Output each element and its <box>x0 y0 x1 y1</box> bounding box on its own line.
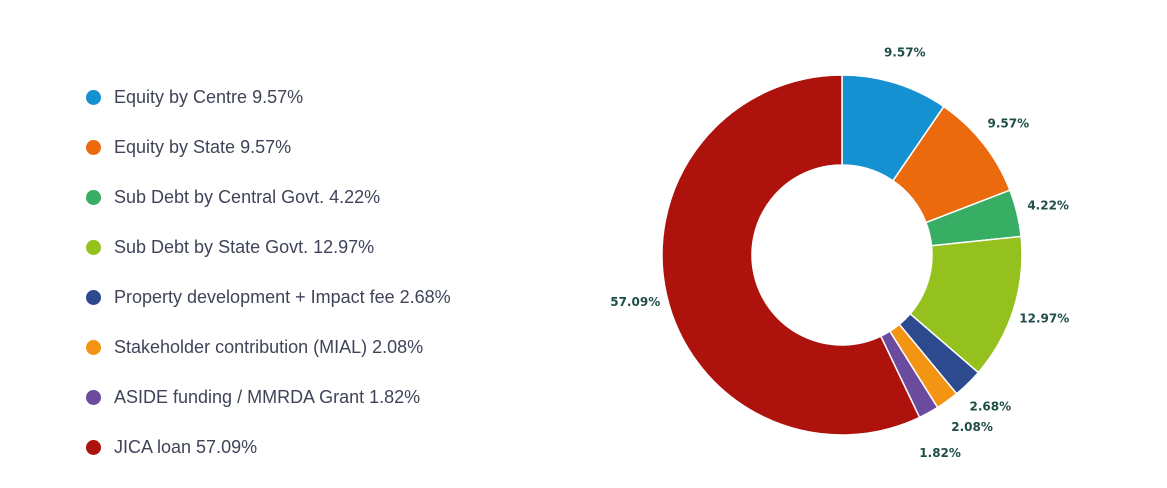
legend-item: Equity by Centre 9.57% <box>86 72 451 122</box>
chart-legend: Equity by Centre 9.57% Equity by State 9.… <box>86 72 451 472</box>
legend-item: JICA loan 57.09% <box>86 422 451 472</box>
slice-data-label: 2.08% <box>951 420 993 434</box>
legend-label: ASIDE funding / MMRDA Grant 1.82% <box>114 386 421 407</box>
slice-data-label: 9.57% <box>988 117 1030 131</box>
legend-swatch <box>86 89 101 105</box>
legend-label: Property development + Impact fee 2.68% <box>114 286 451 307</box>
legend-swatch <box>86 239 101 255</box>
legend-item: Stakeholder contribution (MIAL) 2.08% <box>86 322 451 372</box>
legend-label: Sub Debt by State Govt. 12.97% <box>114 236 375 257</box>
legend-swatch <box>86 289 101 305</box>
legend-item: Sub Debt by State Govt. 12.97% <box>86 222 451 272</box>
legend-swatch <box>86 189 101 205</box>
legend-swatch <box>86 139 101 155</box>
donut-slice <box>661 74 921 436</box>
slice-data-label: 2.68% <box>969 399 1011 413</box>
slice-data-label: 4.22% <box>1027 199 1069 213</box>
legend-label: Equity by State 9.57% <box>114 136 292 157</box>
legend-item: Equity by State 9.57% <box>86 122 451 172</box>
slice-data-label: 57.09% <box>610 295 660 309</box>
slice-data-label: 9.57% <box>884 46 926 60</box>
slice-data-label: 1.82% <box>919 446 961 460</box>
legend-item: Property development + Impact fee 2.68% <box>86 272 451 322</box>
legend-item: ASIDE funding / MMRDA Grant 1.82% <box>86 372 451 422</box>
legend-label: JICA loan 57.09% <box>114 436 258 457</box>
slice-data-label: 12.97% <box>1019 312 1069 326</box>
legend-swatch <box>86 439 101 455</box>
legend-label: Sub Debt by Central Govt. 4.22% <box>114 186 381 207</box>
legend-label: Stakeholder contribution (MIAL) 2.08% <box>114 336 424 357</box>
legend-label: Equity by Centre 9.57% <box>114 86 304 107</box>
legend-swatch <box>86 389 101 405</box>
legend-item: Sub Debt by Central Govt. 4.22% <box>86 172 451 222</box>
legend-swatch <box>86 339 101 355</box>
